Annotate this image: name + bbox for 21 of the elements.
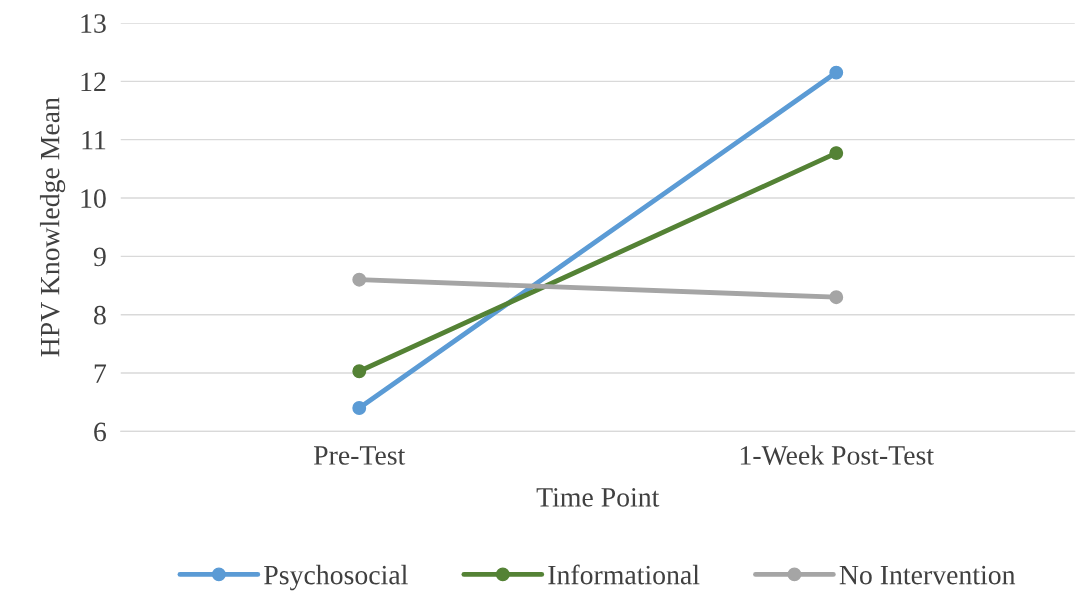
y-tick-label: 10 bbox=[81, 189, 106, 208]
y-tick-label: 11 bbox=[82, 130, 106, 150]
y-tick-label: 12 bbox=[81, 72, 106, 91]
x-axis-title: Time Point bbox=[536, 487, 660, 507]
point bbox=[352, 364, 367, 379]
legend-label: Informational bbox=[548, 564, 700, 585]
point bbox=[829, 146, 844, 161]
y-tick-label: 9 bbox=[93, 247, 106, 267]
x-tick-label: 1-Week Post-Test bbox=[740, 445, 934, 465]
point bbox=[829, 65, 844, 80]
point bbox=[829, 290, 844, 305]
x-tick-label: Pre-Test bbox=[313, 446, 406, 465]
point bbox=[352, 401, 367, 415]
y-tick-label: 7 bbox=[94, 364, 107, 383]
y-axis-title: HPV Knowledge Mean bbox=[39, 97, 66, 357]
y-tick-label: 6 bbox=[94, 422, 107, 442]
y-tick-label: 13 bbox=[81, 14, 106, 33]
point bbox=[352, 272, 367, 287]
y-tick-label: 8 bbox=[94, 305, 106, 325]
legend-label: No Intervention bbox=[839, 565, 1016, 585]
legend-label: Psychosocial bbox=[264, 564, 408, 591]
